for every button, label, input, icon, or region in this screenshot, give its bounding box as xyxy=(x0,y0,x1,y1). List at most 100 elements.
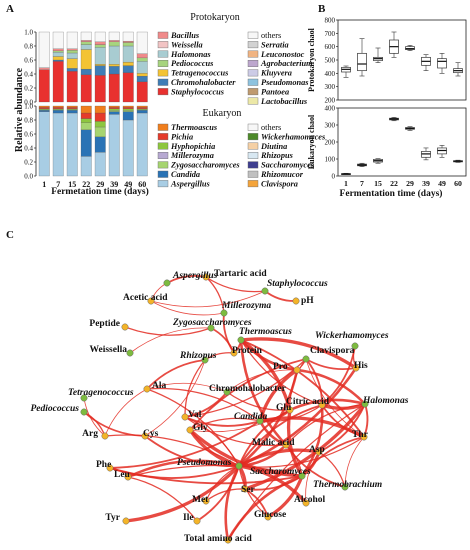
network-edge xyxy=(125,464,241,523)
network-edge xyxy=(189,409,291,433)
a-bar-segment-others xyxy=(38,31,50,68)
a-bar-segment-tetragenococcus xyxy=(108,64,120,67)
a-xtick-label: 49 xyxy=(124,180,132,189)
network-node-peptide xyxy=(121,323,129,331)
network-edge xyxy=(109,467,303,485)
a-bar-segment-bacillus xyxy=(80,40,92,42)
network-edge xyxy=(129,327,212,354)
a-bar-segment-aspergillus xyxy=(38,111,50,177)
a-bar-segment-pediococcus xyxy=(52,50,64,53)
network-edge xyxy=(240,339,365,438)
legend-label-candida: Candida xyxy=(171,170,200,179)
legend-label-pichia: Pichia xyxy=(171,132,193,141)
a-bar-segment-pediococcus xyxy=(80,41,92,45)
network-node-val xyxy=(181,413,189,421)
network-edge xyxy=(321,345,356,406)
b-ylabel: Eukaryon chaol xyxy=(307,114,316,169)
b-xtick-label: 22 xyxy=(390,179,398,188)
a-bar-segment-pichia xyxy=(80,112,92,119)
legend-swatch-diutina xyxy=(247,142,259,150)
a-bar-segment-staphylococcus xyxy=(136,81,148,103)
a-bar-segment-halomonas xyxy=(52,52,64,57)
network-node-malic-acid xyxy=(282,441,290,449)
network-label-arg: Arg xyxy=(82,429,98,439)
b-ytick-label: 400 xyxy=(325,70,336,78)
a-bar-segment-candida xyxy=(52,110,64,114)
a-bar-segment-aspergillus xyxy=(94,152,106,177)
network-edge xyxy=(188,428,303,478)
network-edge xyxy=(83,411,146,437)
network-node-asp xyxy=(315,448,323,456)
network-label-weissella: Weissella xyxy=(90,345,128,355)
network-edge xyxy=(150,300,225,316)
network-edge xyxy=(240,339,323,406)
a-bar-segment-candida xyxy=(94,136,106,153)
a-ytick-label: 0.2 xyxy=(24,85,33,93)
a-bar-segment-others xyxy=(108,31,120,41)
a-bar-segment-bacillus xyxy=(66,48,78,51)
a-ylabel: Relative abundance xyxy=(14,67,25,152)
legend-swatch-pichia xyxy=(157,133,169,141)
legend-swatch-leuconostoc xyxy=(247,50,259,58)
network-edge xyxy=(244,402,367,491)
network-edge xyxy=(124,326,212,336)
legend-swatch-lactobacillus xyxy=(247,97,259,105)
a-ytick-label: 0.6 xyxy=(24,57,33,65)
network-label-halomonas: Halomonas xyxy=(362,396,409,406)
network-node-ile xyxy=(193,517,201,525)
a-bar-segment-tetragenococcus xyxy=(136,73,148,77)
a-bar-segment-thermoascus xyxy=(108,105,120,108)
a-bar-segment-pediococcus xyxy=(136,57,148,62)
network-node-weissella xyxy=(126,349,134,357)
network-node-pediococcus xyxy=(80,408,88,416)
network-edge xyxy=(227,403,366,541)
legend-label-hyphopichia: Hyphopichia xyxy=(170,142,215,151)
network-node-saccharomyces xyxy=(298,472,306,480)
a-bar-segment-candida xyxy=(38,110,50,112)
network-label-ser: Ser xyxy=(241,485,256,495)
network-node-alcohol xyxy=(302,499,310,507)
network-node-tartaric-acid xyxy=(202,273,210,281)
b-xtick-label: 49 xyxy=(438,179,446,188)
network-edge xyxy=(238,367,358,468)
network-node-wickerhamomyces xyxy=(351,342,359,350)
legend-label-chromohalobacter: Chromohalobacter xyxy=(171,78,236,87)
a-bar-segment-chromohalobacter xyxy=(52,59,64,62)
legend-label-zygosaccharomyces: Zygosaccharomyces xyxy=(170,161,240,170)
network-label-rhizopus: Rhizopus xyxy=(179,351,217,361)
legend-label-diutina: Diutina xyxy=(260,142,287,151)
network-edge xyxy=(184,359,206,418)
network-node-thr xyxy=(360,433,368,441)
b-xlabel: Fermentation time (days) xyxy=(340,188,443,199)
network-label-saccharomyces: Saccharomyces xyxy=(250,467,311,477)
a-bar-segment-bacillus xyxy=(52,48,64,52)
a-group-title-eukaryon: Eukaryon xyxy=(203,108,242,119)
legend-label-wickerhamomyces: Wickerhamomyces xyxy=(261,132,325,141)
b-ytick-label: 300 xyxy=(325,83,336,91)
a-bar-segment-staphylococcus xyxy=(80,74,92,103)
legend-label-millerozyma: Millerozyma xyxy=(170,151,214,160)
legend-swatch-thermoascus xyxy=(157,123,169,131)
network-edge xyxy=(189,358,307,431)
network-edge xyxy=(210,327,235,354)
a-bar-segment-staphylococcus xyxy=(94,75,106,103)
network-label-glu: Glu xyxy=(276,403,292,413)
legend-swatch-clavispora xyxy=(247,180,259,188)
a-bar-segment-tetragenococcus xyxy=(94,64,106,66)
a-bar-segment-halomonas xyxy=(66,52,78,59)
network-edge xyxy=(146,359,206,390)
a-bar-segment-aspergillus xyxy=(52,112,64,177)
network-label-millerozyma: Millerozyma xyxy=(221,301,271,311)
legend-label-thermoascus: Thermoascus xyxy=(171,123,217,132)
a-bar-segment-pediococcus xyxy=(66,50,78,54)
legend-label-kluyvera: Kluyvera xyxy=(260,69,292,78)
network-edge xyxy=(104,388,148,437)
network-edge xyxy=(318,451,346,488)
network-node-arg xyxy=(101,432,109,440)
legend-label-rhizopus: Rhizopus xyxy=(260,151,293,160)
a-bar-segment-candida xyxy=(122,111,134,121)
network-label-his: His xyxy=(354,361,368,371)
legend-swatch-hyphopichia xyxy=(157,142,169,150)
network-node-clavispora xyxy=(302,355,310,363)
legend-label-aspergillus: Aspergillus xyxy=(170,179,210,188)
